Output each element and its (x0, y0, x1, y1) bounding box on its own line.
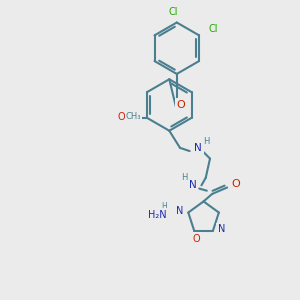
Text: H₂N: H₂N (148, 210, 167, 220)
Text: O: O (231, 179, 240, 189)
Text: O: O (193, 234, 200, 244)
Text: H: H (161, 202, 167, 211)
Text: CH₃: CH₃ (126, 112, 141, 121)
Text: N: N (176, 206, 183, 217)
Text: H: H (181, 173, 188, 182)
Text: N: N (194, 143, 202, 153)
Text: H: H (204, 137, 210, 146)
Text: Cl: Cl (208, 24, 218, 34)
Text: Cl: Cl (169, 7, 178, 17)
Text: N: N (189, 180, 197, 190)
Text: O: O (118, 112, 126, 122)
Text: N: N (218, 224, 225, 234)
Text: O: O (177, 100, 185, 110)
